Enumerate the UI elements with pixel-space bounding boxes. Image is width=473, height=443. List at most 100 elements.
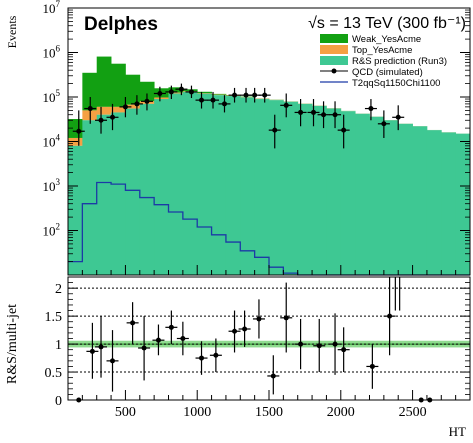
top-bar [111, 106, 126, 113]
qcd-point [252, 92, 258, 98]
x-tick-label: 2500 [399, 405, 427, 420]
ratio-point [89, 348, 95, 354]
energy-label: √s = 13 TeV (300 fb⁻¹) [308, 15, 466, 32]
qcd-point [110, 114, 116, 120]
legend-swatch [320, 56, 348, 65]
ratio-point [141, 345, 147, 351]
rs-bar [254, 99, 270, 275]
ratio-point [110, 358, 116, 364]
rs-bar [340, 111, 356, 275]
qcd-point [221, 101, 227, 107]
rs-bar [154, 99, 169, 275]
y-tick-exponent: 5 [56, 88, 61, 98]
y-tick-label: 103 [43, 177, 61, 194]
weak-bar [168, 87, 184, 93]
qcd-point [144, 98, 150, 104]
x-tick-label: 1000 [183, 405, 211, 420]
ratio-point [155, 337, 161, 343]
qcd-point [298, 109, 304, 115]
rs-bar [125, 108, 141, 275]
qcd-point [122, 104, 128, 110]
weak-bar [111, 63, 126, 107]
qcd-point [157, 90, 163, 96]
rs-bar [139, 103, 155, 276]
ratio-point [270, 373, 276, 379]
bottom-frame [67, 276, 471, 401]
rs-bar [398, 123, 413, 275]
qcd-point [87, 106, 93, 112]
rs-bar [326, 108, 342, 275]
rs-bar [68, 145, 83, 275]
weak-bar [139, 81, 155, 102]
x-tick-label: 2000 [327, 405, 355, 420]
y-tick-label: 104 [43, 133, 61, 150]
rs-bar [441, 132, 457, 275]
qcd-point [134, 101, 140, 107]
ratio-point [213, 352, 219, 358]
top-bar [154, 97, 169, 100]
ratio-y-tick-label: 1.5 [45, 310, 63, 325]
qcd-point [178, 86, 184, 92]
rs-bar [96, 114, 112, 275]
ratio-point [199, 355, 205, 361]
ratio-point [341, 347, 347, 353]
weak-bar [197, 91, 212, 93]
ratio-point [130, 320, 136, 326]
legend-label: R&S prediction (Run3) [352, 56, 447, 67]
qcd-point [168, 89, 174, 95]
rs-bar [269, 100, 284, 275]
qcd-point [395, 114, 401, 120]
qcd-point [272, 127, 278, 133]
ratio-y-tick-label: 0.5 [45, 366, 63, 381]
y-tick-exponent: 7 [56, 0, 61, 9]
y-tick-label: 106 [43, 44, 61, 61]
weak-bar [96, 56, 112, 107]
qcd-point [368, 106, 374, 112]
ratio-point [298, 341, 304, 347]
rs-bar [283, 101, 299, 275]
qcd-point [283, 102, 289, 108]
ratio-point [242, 326, 248, 332]
weak-bar [125, 74, 141, 105]
qcd-point [262, 92, 268, 98]
ratio-point [98, 344, 104, 350]
top-bar [125, 104, 141, 109]
legend-swatch [320, 45, 348, 54]
qcd-point [98, 117, 104, 123]
ratio-point [316, 343, 322, 349]
x-tick-label: 1500 [255, 405, 283, 420]
rs-bar [211, 95, 227, 276]
rs-bar [297, 103, 313, 276]
legend-label: Weak_YesAcme [352, 34, 421, 45]
ratio-point [180, 336, 186, 341]
ratio-point [369, 363, 375, 369]
ratio-point [168, 324, 174, 330]
y-tick-exponent: 6 [56, 44, 61, 54]
qcd-point [381, 121, 387, 127]
rs-bar [197, 93, 212, 275]
ratio-point [387, 313, 393, 319]
rs-bar [111, 112, 126, 276]
y-tick-label: 107 [43, 0, 61, 16]
qcd-point [321, 112, 327, 118]
rs-bar [82, 120, 98, 276]
qcd-point [76, 128, 82, 134]
qcd-point [232, 92, 238, 98]
qcd-point [243, 92, 249, 98]
legend-marker [331, 68, 337, 74]
rs-bar [182, 91, 198, 275]
ratio-y-tick-label: 0 [55, 394, 62, 409]
rs-bar [168, 93, 184, 275]
legend-label: QCD (simulated) [352, 67, 423, 78]
ratio-point [332, 341, 338, 347]
rs-bar [355, 113, 370, 275]
rs-bar [426, 130, 442, 275]
ratio-y-tick-label: 1 [55, 338, 62, 353]
top-bar [168, 92, 184, 94]
ratio-y-tick-label: 2 [55, 282, 62, 297]
top-bar [96, 106, 112, 115]
rs-bar [383, 120, 399, 276]
legend-label: Top_YesAcme [352, 45, 412, 56]
